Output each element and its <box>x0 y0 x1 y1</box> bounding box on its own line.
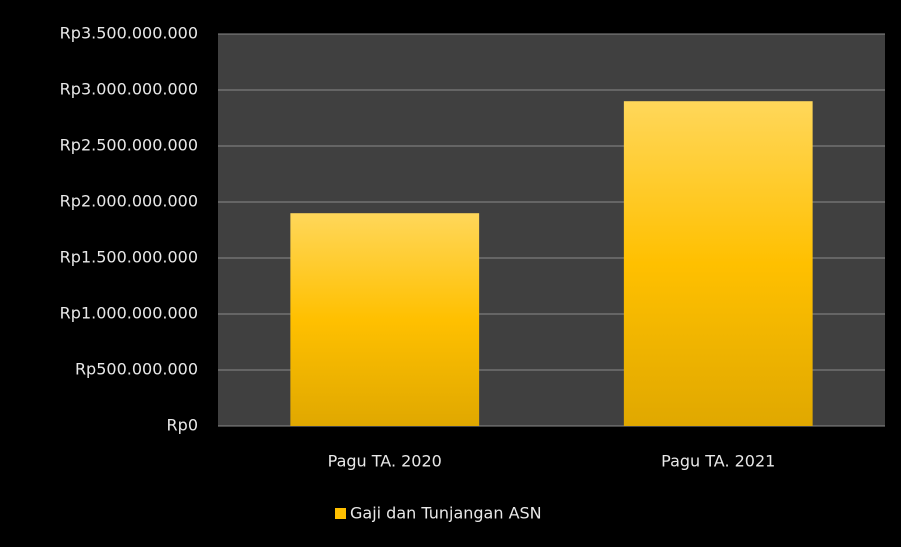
y-tick-label: Rp1.500.000.000 <box>60 248 198 267</box>
legend-label: Gaji dan Tunjangan ASN <box>350 504 542 523</box>
y-tick-label: Rp3.500.000.000 <box>60 24 198 43</box>
bar <box>623 101 813 426</box>
y-tick-label: Rp0 <box>167 416 198 435</box>
y-tick-label: Rp3.000.000.000 <box>60 80 198 99</box>
y-tick-label: Rp1.000.000.000 <box>60 304 198 323</box>
x-tick-label: Pagu TA. 2021 <box>661 452 775 471</box>
y-tick-label: Rp2.000.000.000 <box>60 192 198 211</box>
y-tick-label: Rp2.500.000.000 <box>60 136 198 155</box>
x-tick-label: Pagu TA. 2020 <box>328 452 442 471</box>
y-tick-label: Rp500.000.000 <box>75 360 198 379</box>
bar <box>290 213 480 426</box>
legend-swatch <box>335 508 346 519</box>
